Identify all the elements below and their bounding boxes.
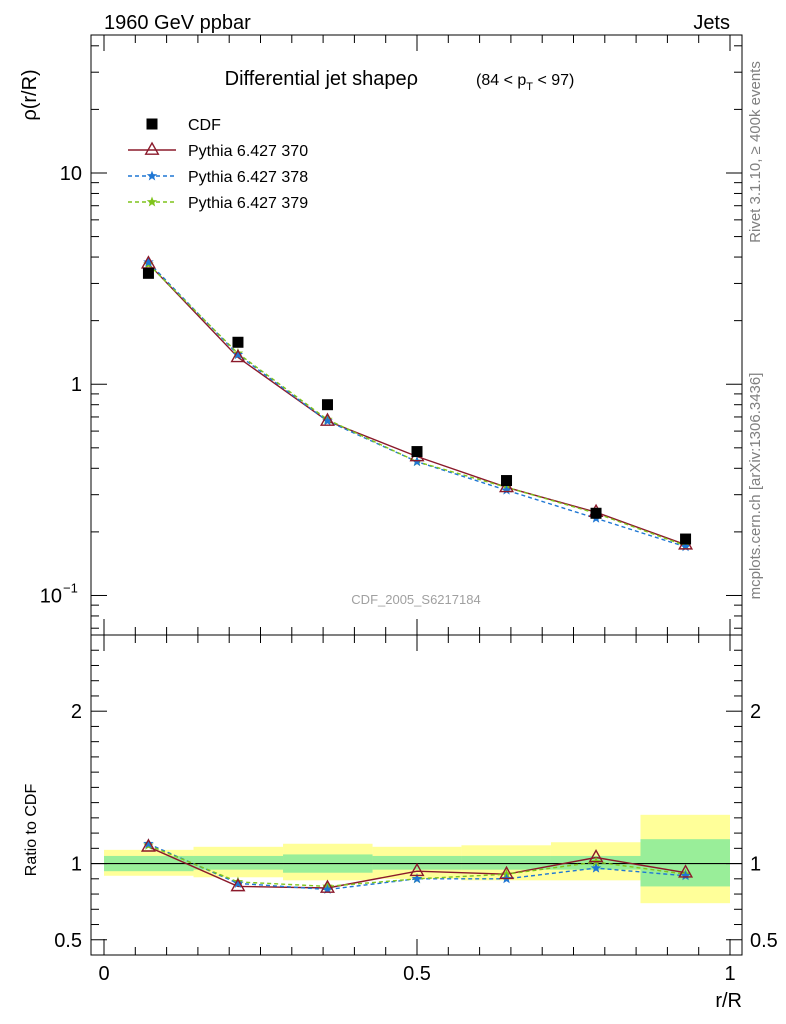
data-point (501, 475, 513, 487)
main-title: Differential jet shapeρ (225, 68, 418, 90)
y-tick-label-right: 1 (750, 854, 761, 876)
mcplots-label: mcplots.cern.ch [arXiv:1306.3436] (747, 373, 764, 600)
star-marker (322, 883, 333, 894)
legend: CDF Pythia 6.427 370 Pythia 6.427 378 Pythi… (128, 117, 308, 212)
x-tick-label: 0.5 (403, 963, 431, 985)
y-tick-label: 0.5 (54, 930, 82, 952)
legend-label: CDF (188, 117, 221, 134)
data-point (590, 507, 602, 519)
triangle-marker (230, 878, 246, 892)
y-tick-label: 10 (60, 163, 82, 185)
star-marker (146, 170, 158, 181)
triangle-marker (319, 879, 335, 893)
title-range-post: < 97) (533, 72, 574, 89)
series-line (147, 261, 686, 548)
band-stat (640, 839, 730, 887)
star-marker (232, 877, 244, 888)
star-marker (143, 256, 154, 267)
data-point (142, 267, 154, 279)
main-title-range: (84 < pT < 97) (476, 72, 574, 93)
triangle-marker (230, 348, 246, 363)
data-point (411, 446, 423, 458)
y-tick-label: 1 (71, 374, 82, 396)
y-tick-label: 2 (71, 701, 82, 723)
series-line (147, 263, 686, 547)
header-left: 1960 GeV ppbar (104, 12, 251, 34)
star-marker (680, 870, 691, 881)
data-point (146, 118, 158, 130)
triangle-marker (409, 862, 425, 877)
watermark: CDF_2005_S6217184 (351, 592, 480, 607)
triangle-marker (144, 141, 160, 155)
y-tick-label-right: 0.5 (750, 930, 778, 952)
main-ylabel: ρ(r/R) (19, 69, 41, 120)
band-stat (193, 855, 284, 870)
star-marker (143, 838, 154, 849)
data-point (321, 399, 333, 411)
triangle-marker (678, 864, 694, 878)
ratio-series (140, 838, 694, 894)
ratio-frame (90, 634, 743, 956)
star-marker (590, 862, 602, 873)
y-tick-label-right: 2 (750, 701, 761, 723)
star-marker (322, 415, 333, 426)
data-point (680, 533, 692, 545)
legend-label: Pythia 6.427 370 (188, 143, 308, 160)
star-marker (232, 349, 244, 360)
series-line (147, 263, 686, 546)
x-tick-label: 1 (724, 963, 735, 985)
title-range-pre: (84 < p (476, 72, 526, 89)
x-tick-label: 0 (98, 963, 109, 985)
y-tick-label: 10 (40, 585, 62, 607)
band-stat (461, 855, 551, 870)
legend-label: Pythia 6.427 378 (188, 169, 308, 186)
star-marker (680, 541, 691, 552)
rivet-label: Rivet 3.1.10, ≥ 400k events (747, 61, 764, 243)
star-marker (501, 484, 512, 495)
ratio-ticks: 0.5 0.5 1 1 2 2 0 0.5 1 (54, 635, 778, 985)
star-marker (146, 196, 158, 207)
triangle-marker (499, 865, 515, 880)
ratio-bands (91, 814, 742, 904)
legend-label: Pythia 6.427 379 (188, 195, 308, 212)
ratio-xlabel: r/R (715, 990, 742, 1012)
title-range-sub: T (526, 81, 533, 93)
triangle-marker (588, 849, 604, 863)
triangle-marker (319, 412, 335, 426)
y-tick-label: 1 (71, 854, 82, 876)
triangle-marker (140, 838, 156, 852)
header-right: Jets (693, 12, 730, 34)
star-marker (411, 873, 423, 884)
main-series (140, 255, 694, 552)
ratio-ylabel: Ratio to CDF (23, 784, 40, 877)
data-point (232, 336, 244, 348)
y-tick-exponent: −1 (63, 580, 78, 595)
